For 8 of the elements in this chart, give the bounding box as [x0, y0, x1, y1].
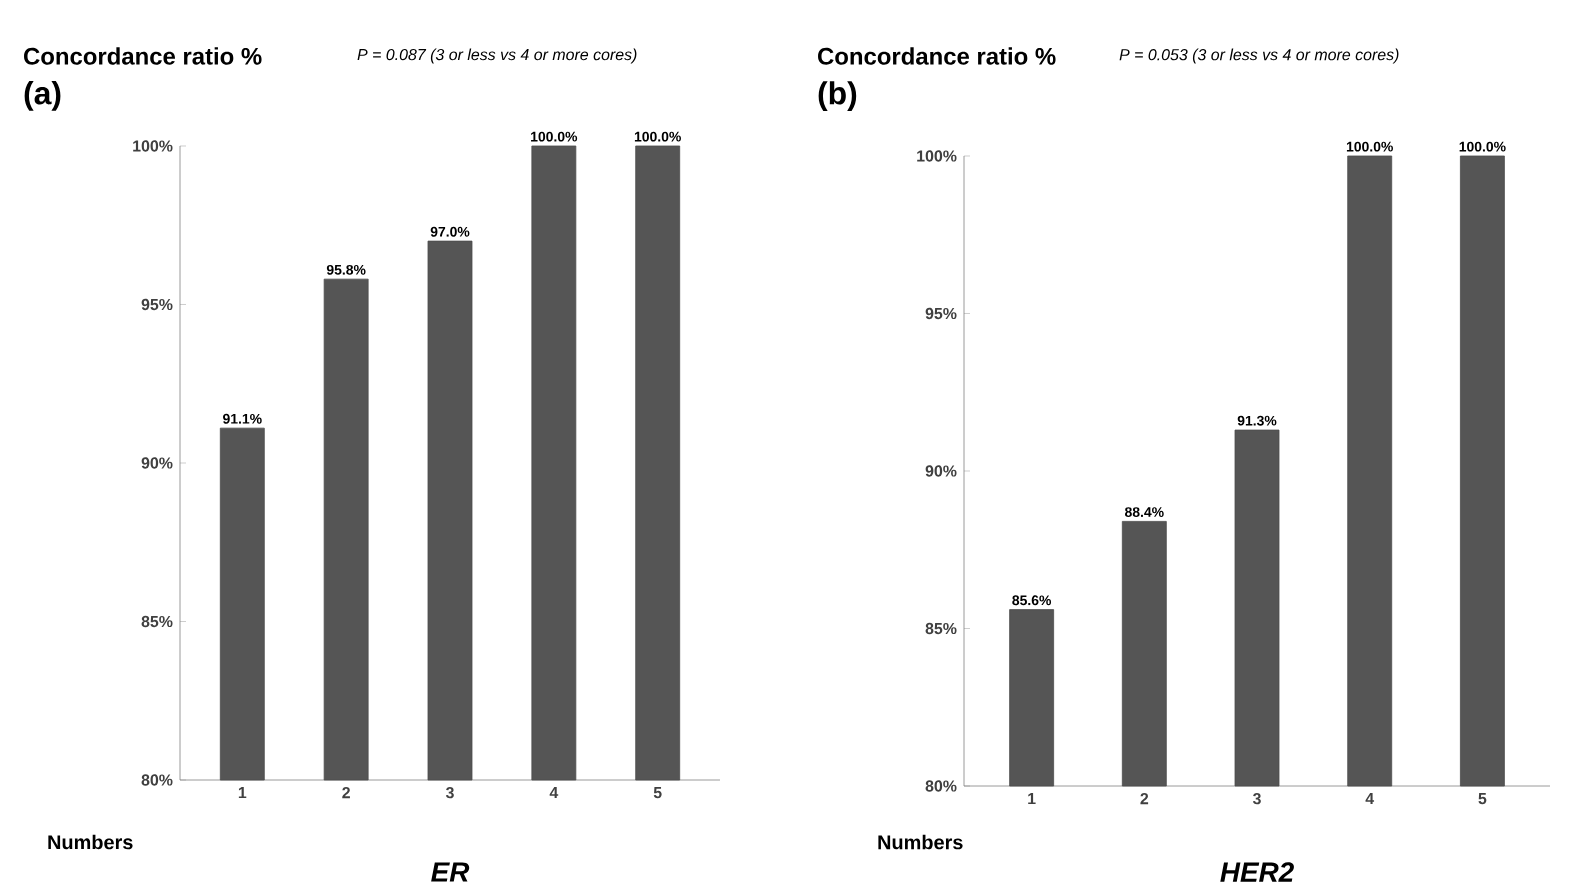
- y-axis-title: Concordance ratio %: [24, 47, 262, 65]
- text: (a): [24, 81, 61, 111]
- text: ER: [431, 862, 470, 882]
- x-axis-title: Numbers: [878, 834, 963, 850]
- text: HER2: [1220, 862, 1294, 882]
- text: (b): [818, 81, 857, 111]
- y-axis-title: Concordance ratio %: [818, 47, 1056, 65]
- x-axis-title: Numbers: [48, 834, 133, 850]
